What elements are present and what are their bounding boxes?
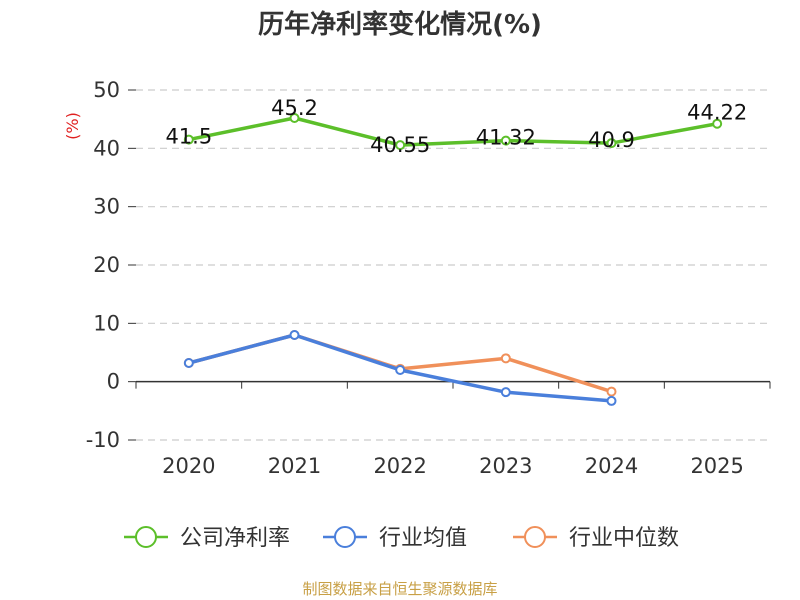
legend-marker: [334, 526, 356, 548]
data-label: 40.9: [588, 128, 635, 152]
y-tick-label: 50: [93, 78, 120, 102]
y-axis-label: (%): [63, 112, 82, 140]
data-point[interactable]: [606, 386, 617, 397]
x-tick-label: 2024: [585, 454, 638, 478]
data-point[interactable]: [183, 134, 194, 145]
source-note: 制图数据来自恒生聚源数据库: [302, 580, 497, 598]
y-tick-label: 20: [93, 253, 120, 277]
legend-item[interactable]: 行业中位数: [513, 526, 679, 551]
x-tick-label: 2020: [162, 454, 215, 478]
data-label: 41.5: [165, 125, 212, 149]
data-point[interactable]: [606, 395, 617, 406]
series-line-0: [188, 116, 718, 147]
axes: -10 0 10 20 30 40 50 2020 2021 2022 2023 2024 2025: [86, 78, 771, 478]
data-label: 40.55: [370, 133, 430, 157]
legend-item[interactable]: 公司净利率: [124, 526, 290, 551]
data-point[interactable]: [500, 353, 511, 364]
data-point[interactable]: [289, 113, 300, 123]
legend-item[interactable]: 行业均值: [323, 526, 467, 551]
data-point[interactable]: [500, 387, 511, 398]
data-point[interactable]: [395, 140, 406, 151]
data-point[interactable]: [500, 135, 511, 146]
chart-title: 历年净利率变化情况(%): [258, 9, 542, 40]
legend-marker: [524, 526, 546, 548]
legend-marker: [135, 526, 157, 548]
y-tick-label: 0: [107, 370, 120, 394]
legend-label: 公司净利率: [180, 526, 290, 551]
gridlines: [136, 89, 770, 441]
x-tick-label: 2023: [479, 454, 532, 478]
legend-label: 行业均值: [379, 526, 467, 551]
x-tick-label: 2025: [690, 454, 743, 478]
y-tick-label: 40: [93, 136, 120, 160]
data-point[interactable]: [183, 358, 194, 368]
data-point[interactable]: [289, 330, 300, 340]
series-line-2: [188, 333, 613, 394]
legend-label: 行业中位数: [569, 526, 679, 551]
x-tick-label: 2022: [373, 454, 426, 478]
y-tick-label: -10: [86, 428, 120, 452]
data-label: 45.2: [271, 96, 318, 120]
legend: 公司净利率 行业均值 行业中位数: [124, 526, 679, 551]
data-point[interactable]: [712, 118, 723, 129]
series-lines: [183, 113, 723, 406]
x-tick-label: 2021: [268, 454, 321, 478]
data-point[interactable]: [395, 365, 406, 375]
data-point[interactable]: [606, 138, 617, 149]
data-labels: 41.5 45.2 40.55 41.32 40.9 44.22: [165, 96, 747, 157]
data-label: 41.32: [476, 126, 536, 150]
data-label: 44.22: [687, 101, 747, 125]
y-tick-label: 30: [93, 195, 120, 219]
y-tick-label: 10: [93, 311, 120, 335]
